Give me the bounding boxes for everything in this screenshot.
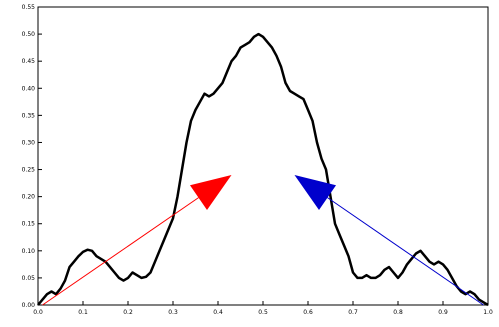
series-line [37, 32, 489, 307]
y-tick-label: 0.05 [22, 275, 36, 282]
x-tick-label: 1.0 [483, 309, 493, 316]
x-tick-label: 0.9 [438, 309, 448, 316]
y-tick-label: 0.45 [22, 58, 36, 65]
arrow-head [294, 175, 336, 210]
y-tick-label: 0.10 [22, 248, 36, 255]
x-tick-label: 0.1 [78, 309, 88, 316]
x-axis: 0.0 0.1 0.2 0.3 0.4 0.5 0.6 0.7 0.8 0.9 1.0 [33, 301, 493, 316]
series-layer [37, 32, 489, 307]
x-tick-label: 0.3 [168, 309, 178, 316]
x-tick-label: 0.2 [123, 309, 133, 316]
y-tick-label: 0.20 [22, 194, 36, 201]
y-tick-label: 0.50 [22, 31, 36, 38]
x-tick-label: 0.4 [213, 309, 223, 316]
x-tick-label: 0.7 [348, 309, 358, 316]
y-tick-label: 0.40 [22, 85, 36, 92]
x-tick-label: 0.5 [258, 309, 268, 316]
arrow-layer [42, 175, 484, 306]
arrow-shaft [327, 197, 484, 306]
y-tick-label: 0.00 [22, 302, 36, 309]
x-tick-label: 0.8 [393, 309, 403, 316]
y-tick-label: 0.15 [22, 221, 36, 228]
arrow-head [190, 175, 232, 210]
y-axis: 0.00 0.05 0.10 0.15 0.20 0.25 0.30 0.35 0.40 0.45… [22, 4, 42, 309]
x-tick-label: 0.6 [303, 309, 313, 316]
arrow-shaft [42, 197, 199, 306]
y-tick-label: 0.30 [22, 139, 36, 146]
x-tick-label: 0.0 [33, 309, 43, 316]
y-tick-label: 0.35 [22, 112, 36, 119]
y-tick-label: 0.25 [22, 167, 36, 174]
y-tick-label: 0.55 [22, 4, 36, 11]
